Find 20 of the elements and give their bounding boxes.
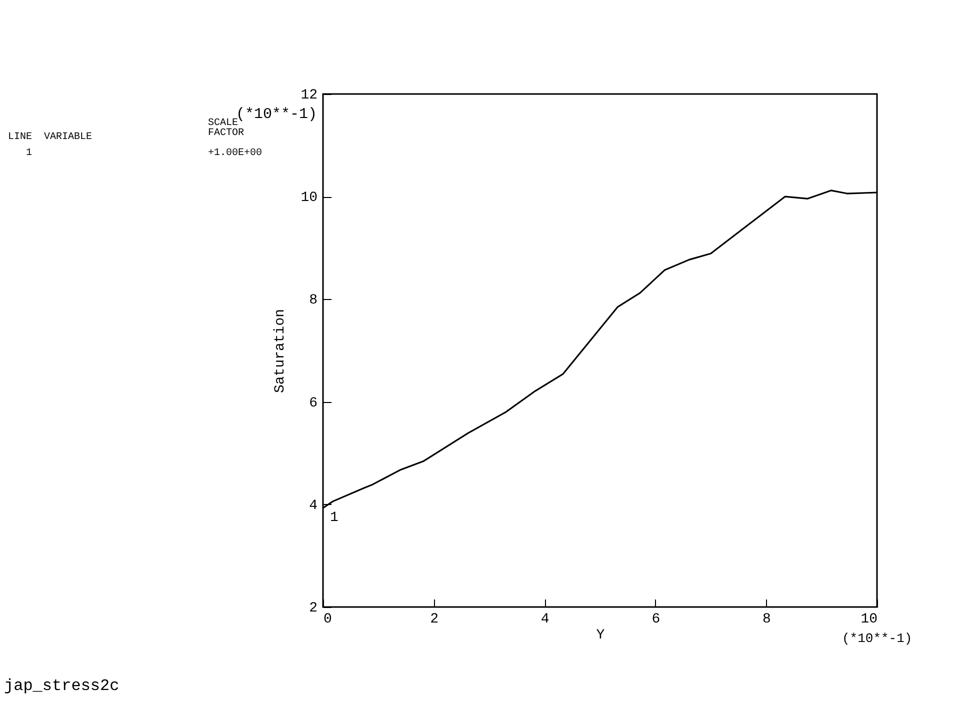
x-tick-label: 8	[762, 612, 771, 628]
y-tick-label: 4	[309, 498, 318, 514]
text: +1.00E+00	[208, 148, 262, 159]
text: LINE VARIABLE	[8, 132, 92, 143]
y-tick-label: 12	[300, 88, 318, 104]
x-tick-label: 0	[324, 612, 332, 628]
text: 1	[26, 148, 32, 159]
x-axis-title: Y	[596, 628, 606, 644]
y-tick-label: 8	[309, 292, 318, 309]
y-tick-label: 10	[300, 190, 318, 206]
y-tick-label: 2	[309, 600, 318, 616]
x-tick-label: 2	[430, 612, 439, 628]
x-tick-label: 4	[540, 612, 550, 628]
text: (*10**-1)	[842, 631, 912, 646]
y-axis-title: Saturation	[272, 308, 289, 394]
series-label: 1	[330, 510, 338, 526]
text: jap_stress2c	[4, 677, 120, 695]
x-tick-label: 6	[652, 612, 660, 628]
x-tick-label: 10	[860, 612, 878, 628]
y-tick-label: 6	[309, 395, 318, 412]
